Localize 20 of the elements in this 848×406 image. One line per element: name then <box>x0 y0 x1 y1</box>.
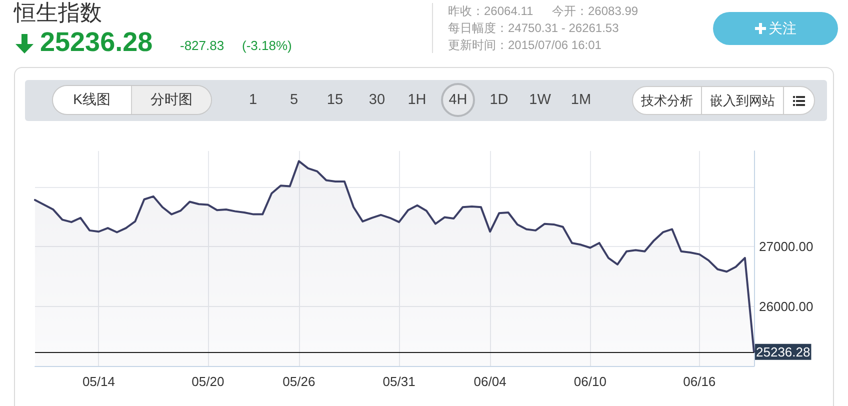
text: (-3.18%) <box>242 38 292 53</box>
text: 昨收：26064.11 <box>448 4 534 18</box>
x-tick-label: 05/26 <box>282 374 316 389</box>
x-tick-label: 05/20 <box>192 374 224 389</box>
follow-button: 关注 <box>713 12 838 45</box>
chart-subtitle: 25236.28 <box>40 27 153 57</box>
chart-title: 恒生指数 <box>14 0 102 25</box>
text: 更新时间：2015/07/06 16:01 <box>448 38 602 52</box>
ref-line-label: 25236.28 <box>756 344 810 360</box>
y-tick-label: 27000.00 <box>759 239 814 254</box>
view-toggle: K线图 分时图 <box>52 85 212 115</box>
text: 今开：26083.99 <box>552 4 638 18</box>
x-tick-label: 05/14 <box>82 374 115 389</box>
x-tick-label: 06/10 <box>574 374 606 389</box>
x-tick-label: 05/31 <box>382 374 416 389</box>
text: 每日幅度：24750.31 - 26261.53 <box>448 21 619 35</box>
y-tick-label: 26000.00 <box>759 298 814 314</box>
x-tick-label: 06/16 <box>683 374 716 389</box>
x-tick-label: 06/04 <box>474 374 506 389</box>
text: -827.83 <box>180 38 224 53</box>
